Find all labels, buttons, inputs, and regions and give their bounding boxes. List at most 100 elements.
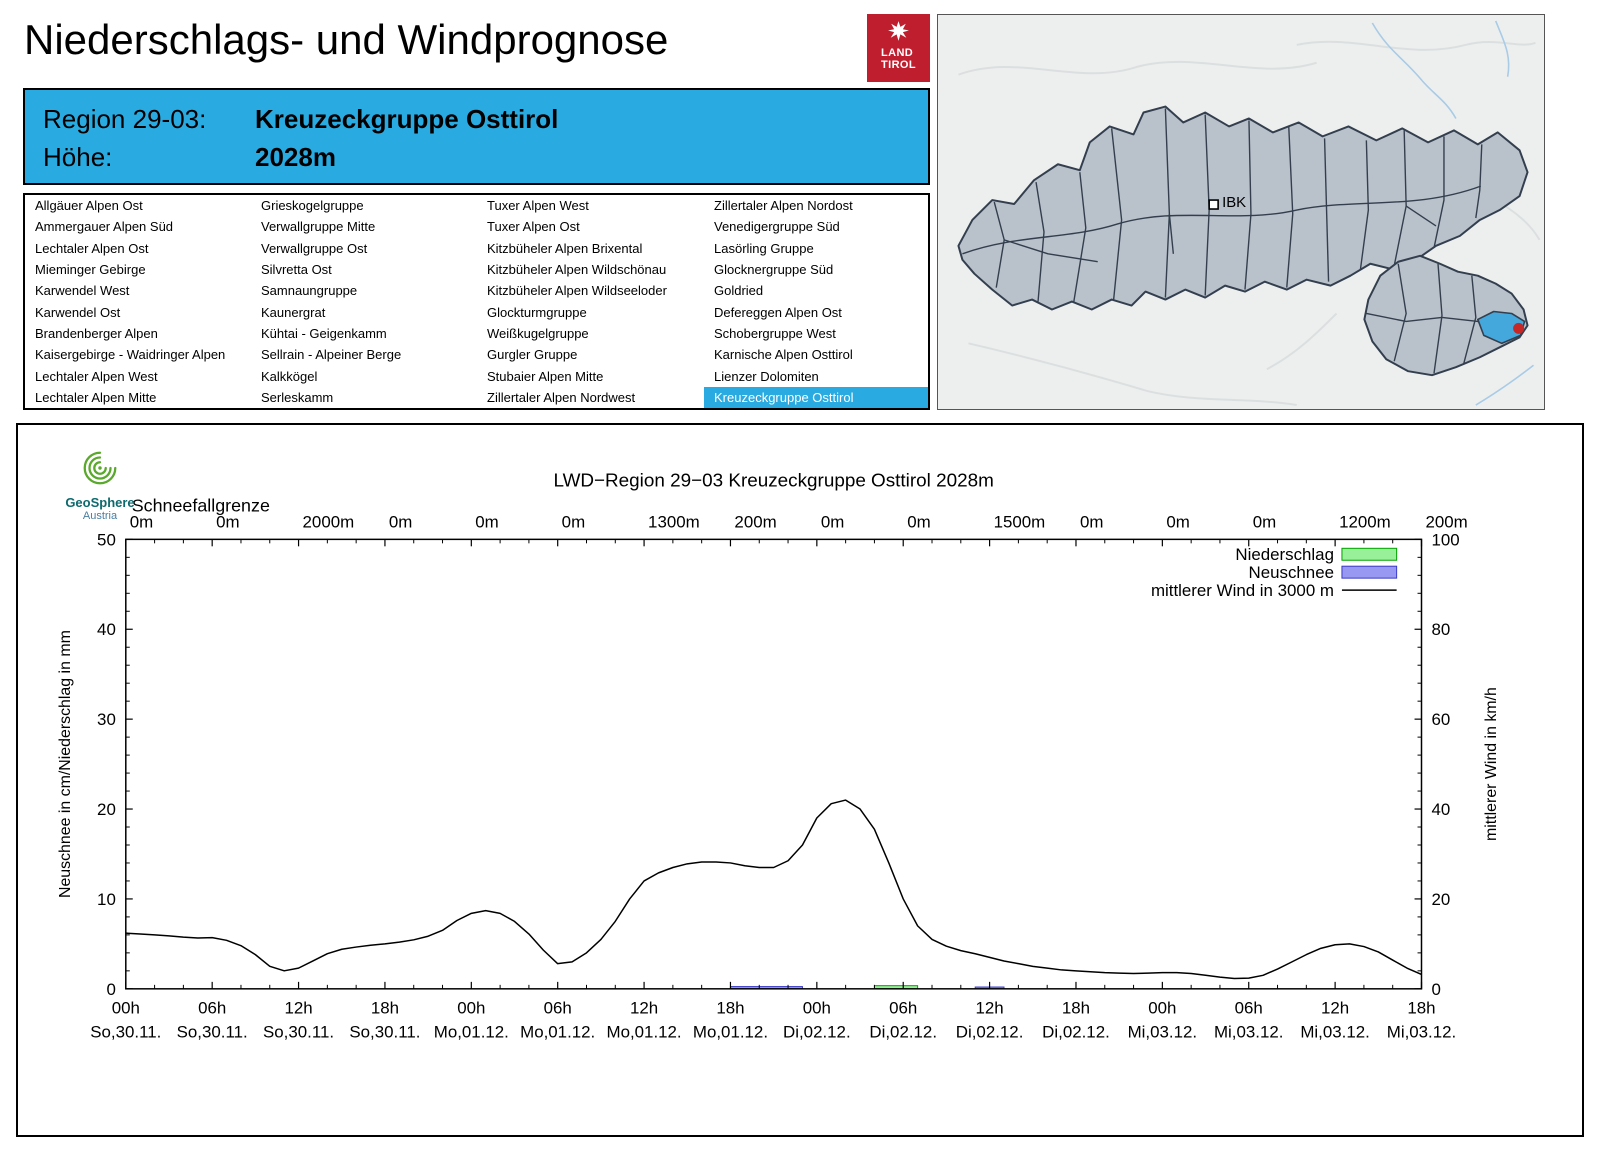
y-left-tick-label: 40 [97,620,116,639]
region-list-item[interactable]: Tuxer Alpen West [487,198,589,214]
region-list-item[interactable]: Defereggen Alpen Ost [714,304,842,320]
x-tick-time-label: 06h [544,999,572,1018]
y-right-tick-label: 100 [1431,530,1459,549]
y-right-tick-label: 40 [1431,800,1450,819]
x-tick-time-label: 12h [284,999,312,1018]
tirol-map[interactable]: IBK [937,14,1545,410]
x-tick-date-label: Di,02.12. [1042,1023,1110,1042]
y-axis-right: 0 20 40 60 80 100 [1414,530,1460,999]
region-list-item[interactable]: Glockturmgruppe [487,304,587,320]
region-list-item[interactable]: Zillertaler Alpen Nordwest [487,389,636,405]
land-tirol-logo: LAND TIROL [867,14,930,82]
x-tick-time-label: 00h [112,999,140,1018]
x-tick-date-label: Mi,03.12. [1300,1023,1369,1042]
region-list-item-selected[interactable]: Kreuzeckgruppe Osttirol [704,386,928,408]
region-list-item[interactable]: Lienzer Dolomiten [714,368,819,384]
x-tick-date-label: Mo,01.12. [607,1023,682,1042]
map-region-borders [962,108,1483,302]
y-right-tick-label: 0 [1431,980,1440,999]
wind-line [125,799,1422,980]
land-tirol-logo-text: LAND TIROL [881,47,916,71]
region-list-item[interactable]: Stubaier Alpen Mitte [487,368,604,384]
region-list-item[interactable]: Grieskogelgruppe [261,198,364,214]
x-tick-time-label: 12h [1321,999,1349,1018]
tirol-eagle-icon [886,19,911,44]
region-list-item[interactable]: Schobergruppe West [714,325,836,341]
y-left-tick-label: 20 [97,800,116,819]
region-list-item[interactable]: Samnaungruppe [261,283,358,299]
map-marker-ibk [1208,199,1219,210]
tirol-map-svg[interactable]: IBK [938,15,1544,409]
y-left-tick-label: 10 [97,890,116,909]
region-list-item[interactable]: Gurgler Gruppe [487,347,578,363]
region-list-item[interactable]: Kalkkögel [261,368,318,384]
region-info-box: Region 29-03: Kreuzeckgruppe Osttirol Hö… [23,88,930,185]
y-right-tick-label: 60 [1431,710,1450,729]
region-list-item[interactable]: Goldried [714,283,764,299]
page-title: Niederschlags- und Windprognose [24,16,669,63]
region-list-item[interactable]: Kitzbüheler Alpen Wildschönau [487,262,667,278]
x-tick-time-label: 18h [1062,999,1090,1018]
snowline-value: 2000m [303,512,355,531]
x-tick-date-label: Mi,03.12. [1387,1023,1456,1042]
region-list-item[interactable]: Kaisergebirge - Waidringer Alpen [35,347,226,363]
snowline-value: 0m [821,512,844,531]
forecast-chart: 00h So,30.11. 0m 06h So,30.11. 0m 12h So,30.11.… [57,471,1500,1042]
region-list-item[interactable]: Lechtaler Alpen West [35,368,158,384]
region-list-item[interactable]: Mieminger Gebirge [35,262,146,278]
region-list-item[interactable]: Ammergauer Alpen Süd [35,219,174,235]
legend-swatch [1341,547,1398,561]
x-tick-time-label: 00h [1148,999,1176,1018]
region-list-item[interactable]: Kitzbüheler Alpen Brixental [487,240,643,256]
x-tick-date-label: So,30.11. [90,1023,161,1042]
region-label: Region 29-03: [43,103,207,134]
x-tick-date-label: Mo,01.12. [693,1023,768,1042]
region-list-item[interactable]: Verwallgruppe Mitte [261,219,376,235]
region-list-item[interactable]: Venedigergruppe Süd [714,219,840,235]
map-region-north-tirol[interactable] [957,105,1529,311]
geosphere-country: Austria [82,510,118,522]
x-tick-time-label: 18h [716,999,744,1018]
region-list-item[interactable]: Lasörling Gruppe [714,240,814,256]
region-list-item[interactable]: Silvretta Ost [261,262,332,278]
region-list-item[interactable]: Verwallgruppe Ost [261,240,368,256]
snowline-caption: Schneefallgrenze [132,496,270,516]
chart-title: LWD−Region 29−03 Kreuzeckgruppe Osttirol… [553,471,993,492]
snowline-value: 0m [1166,512,1189,531]
region-list-item[interactable]: Karwendel Ost [35,304,121,320]
region-list-item[interactable]: Sellrain - Alpeiner Berge [261,347,402,363]
region-list-item[interactable]: Kühtai - Geigenkamm [261,325,387,341]
legend-label: mittlerer Wind in 3000 m [1151,581,1334,600]
map-rivers [1371,20,1535,406]
region-list-item[interactable]: Brandenberger Alpen [35,325,158,341]
geosphere-spiral-icon [79,451,121,493]
elevation-value: 2028m [255,141,336,172]
snowline-value: 0m [475,512,498,531]
region-list-item[interactable]: Lechtaler Alpen Mitte [35,389,157,405]
geosphere-name: GeoSphere [65,495,135,510]
x-tick-time-label: 18h [371,999,399,1018]
region-list-item[interactable]: Karwendel West [35,283,130,299]
region-list-item[interactable]: Serleskamm [261,389,334,405]
x-tick-time-label: 12h [630,999,658,1018]
x-tick-time-label: 06h [1235,999,1263,1018]
region-list-item[interactable]: Tuxer Alpen Ost [487,219,580,235]
x-tick-date-label: Di,02.12. [783,1023,851,1042]
region-list-item[interactable]: Glocknergruppe Süd [714,262,834,278]
plot-frame [125,538,1423,990]
region-list-item[interactable]: Karnische Alpen Osttirol [714,347,853,363]
x-tick-time-label: 00h [803,999,831,1018]
region-list-item[interactable]: Lechtaler Alpen Ost [35,240,149,256]
region-list-item[interactable]: Kitzbüheler Alpen Wildseeloder [487,283,667,299]
region-list-item[interactable]: Kaunergrat [261,304,326,320]
snowline-value: 1300m [648,512,700,531]
snowline-value: 0m [1080,512,1103,531]
snowline-value: 0m [216,512,239,531]
region-list-item[interactable]: Zillertaler Alpen Nordost [714,198,853,214]
region-list-item[interactable]: Allgäuer Alpen Ost [35,198,143,214]
map-region-east-tirol[interactable] [1363,254,1529,377]
legend-label: Niederschlag [1235,545,1334,564]
ylabel-left: Neuschnee in cm/Niederschlag in mm [57,630,74,898]
region-list-item[interactable]: Weißkugelgruppe [487,325,589,341]
